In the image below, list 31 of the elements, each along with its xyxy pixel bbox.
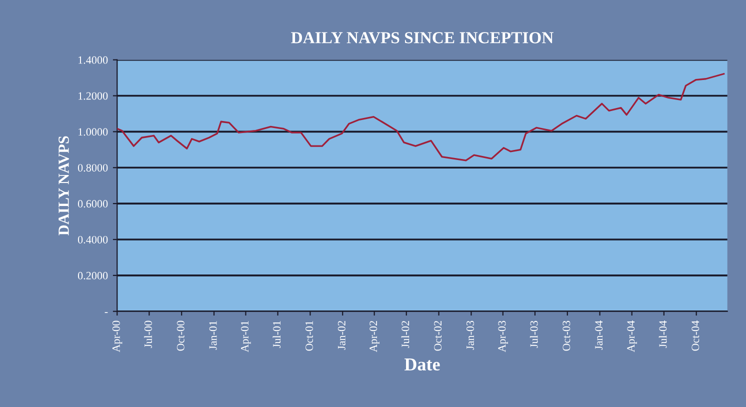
x-tick-label: Jul-01 <box>272 321 281 348</box>
y-tick-label: 0.8000 <box>78 164 108 172</box>
x-tick-label: Oct-04 <box>692 320 700 351</box>
x-tick-label: Apr-04 <box>627 320 637 352</box>
x-tick-label: Apr-00 <box>112 320 122 352</box>
y-tick-label: 0.4000 <box>78 236 108 244</box>
x-tick-label: Oct-02 <box>434 320 442 351</box>
x-tick-label: Apr-03 <box>498 320 508 352</box>
x-tick-label: Jul-03 <box>530 320 538 348</box>
line-series <box>117 73 725 162</box>
chart-title: DAILY NAVPS SINCE INCEPTION <box>291 32 554 44</box>
y-tick-label: 0.2000 <box>78 272 108 280</box>
y-tick-label: 0.6000 <box>78 200 108 208</box>
x-tick-label: Jan-02 <box>338 320 346 350</box>
x-tick-label: Oct-03 <box>562 320 570 351</box>
x-tick-label: Jul-04 <box>658 320 667 348</box>
y-tick-label: 1.4000 <box>78 56 108 64</box>
x-axis-title: Date <box>404 358 440 371</box>
x-tick-label: Jan-01 <box>209 321 217 350</box>
y-tick-label: 1.2000 <box>78 92 108 100</box>
y-axis-title: DAILY NAVPS <box>58 136 69 236</box>
x-tick-label: Oct-00 <box>176 320 184 351</box>
x-tick-label: Jan-04 <box>595 320 603 350</box>
x-tick-label: Apr-01 <box>241 321 251 352</box>
x-tick-label: Apr-02 <box>370 320 380 352</box>
x-tick-label: Jul-00 <box>144 320 152 348</box>
y-tick-label: - <box>104 312 108 314</box>
y-tick-label: 1.0000 <box>78 128 108 136</box>
x-tick-label: Oct-01 <box>305 321 313 351</box>
x-tick-label: Jul-02 <box>401 320 410 348</box>
x-tick-label: Jan-03 <box>466 320 474 350</box>
